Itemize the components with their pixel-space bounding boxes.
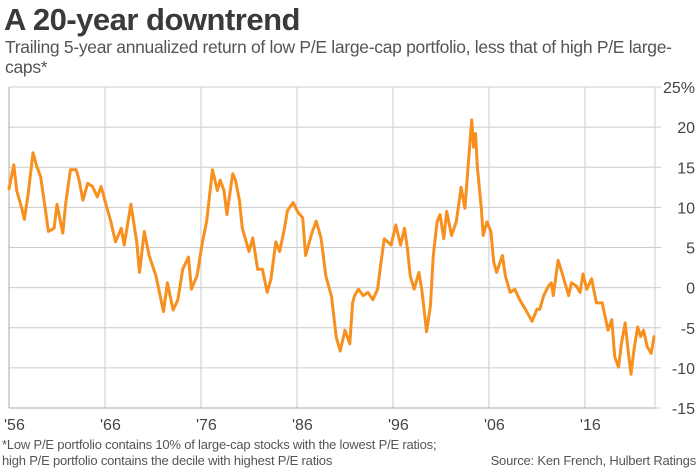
source-note: Source: Ken French, Hulbert Ratings bbox=[490, 453, 697, 468]
grid bbox=[8, 86, 661, 409]
x-tick-label: '66 bbox=[100, 417, 121, 434]
x-tick-label: '96 bbox=[388, 417, 409, 434]
x-tick-label: '56 bbox=[4, 417, 25, 434]
y-tick-label: 25% bbox=[663, 80, 695, 97]
footnote: *Low P/E portfolio contains 10% of large… bbox=[2, 437, 437, 468]
axes bbox=[8, 87, 655, 409]
x-tick-label: '16 bbox=[580, 417, 601, 434]
y-tick-label: 0 bbox=[686, 281, 695, 298]
y-tick-label: 5 bbox=[686, 241, 695, 258]
x-tick-label: '86 bbox=[292, 417, 313, 434]
x-tick-label: '76 bbox=[196, 417, 217, 434]
y-tick-label: -5 bbox=[681, 321, 695, 338]
y-tick-label: -10 bbox=[672, 361, 695, 378]
x-tick-label: '06 bbox=[484, 417, 505, 434]
y-tick-label: -15 bbox=[672, 401, 695, 418]
y-tick-label: 10 bbox=[677, 200, 695, 217]
y-tick-label: 15 bbox=[677, 160, 695, 177]
series bbox=[7, 118, 656, 376]
chart-title: A 20-year downtrend bbox=[4, 2, 300, 37]
series-line bbox=[7, 118, 656, 376]
y-tick-label: 20 bbox=[677, 120, 695, 137]
tick-labels: 25% 20 15 10 5 0 -5 -10 -15 '56 '66 '76 '86 '96 '06 '16 bbox=[4, 80, 695, 434]
chart-subtitle: Trailing 5-year annualized return of low… bbox=[5, 37, 672, 77]
